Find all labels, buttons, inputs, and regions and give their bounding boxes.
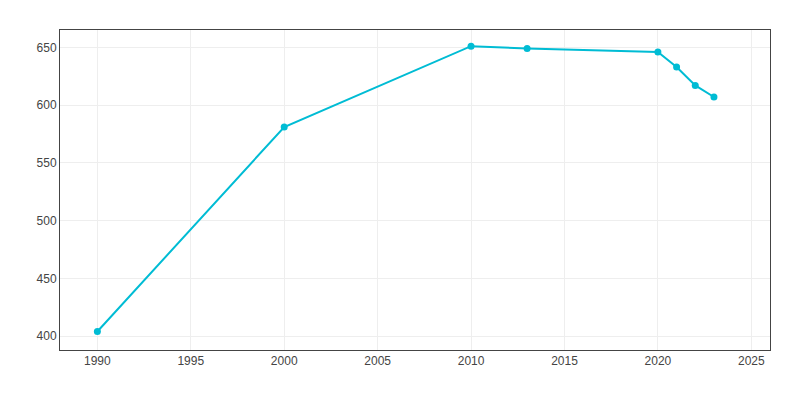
svg-text:2015: 2015 xyxy=(551,354,578,368)
svg-text:2010: 2010 xyxy=(458,354,485,368)
svg-text:550: 550 xyxy=(37,156,57,170)
svg-text:1990: 1990 xyxy=(84,354,111,368)
svg-text:500: 500 xyxy=(37,214,57,228)
svg-text:2000: 2000 xyxy=(271,354,298,368)
svg-text:650: 650 xyxy=(37,41,57,55)
svg-text:1995: 1995 xyxy=(177,354,204,368)
svg-text:400: 400 xyxy=(37,329,57,343)
svg-text:2020: 2020 xyxy=(645,354,672,368)
svg-text:600: 600 xyxy=(37,98,57,112)
svg-text:450: 450 xyxy=(37,272,57,286)
svg-text:2005: 2005 xyxy=(364,354,391,368)
svg-text:2025: 2025 xyxy=(738,354,765,368)
